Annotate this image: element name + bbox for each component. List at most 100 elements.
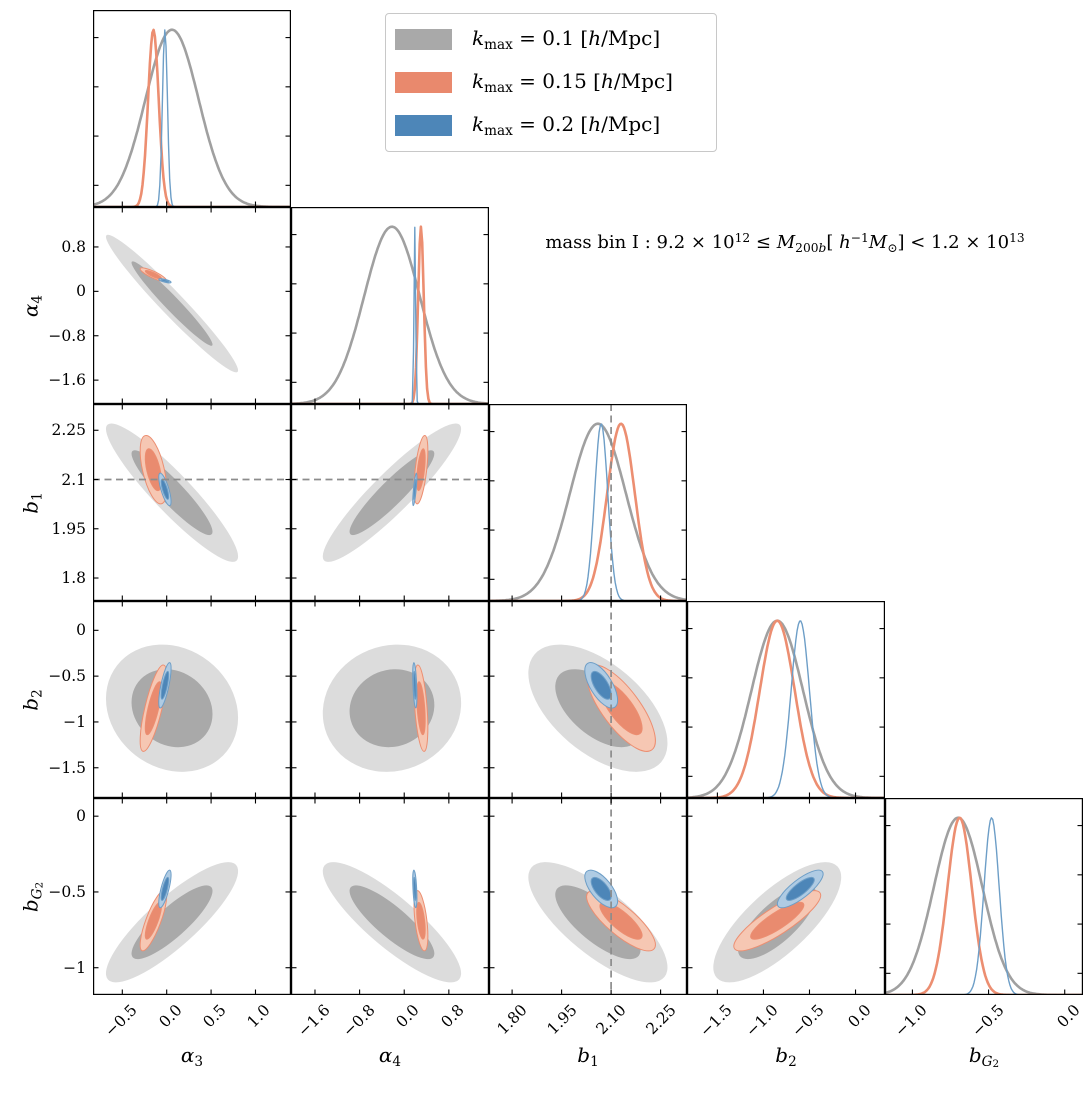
text-segment: h (588, 112, 602, 137)
text-segment: 1 (29, 491, 46, 501)
legend-label-kmax-0.15: kmax = 0.15 [h/Mpc] (472, 69, 673, 96)
contour-inner-kmax-0.2 (160, 478, 170, 500)
contour-inner-kmax-0.15 (750, 901, 805, 940)
y-tick-label: 0.8 (61, 237, 86, 256)
text-segment: 2 (788, 1054, 797, 1071)
y-tick-label: 2.25 (51, 421, 86, 440)
density-curve-kmax-0.1-alpha4 (291, 225, 489, 404)
x-tick-label: 0.0 (1053, 1001, 1084, 1032)
text-segment: 2 (992, 1058, 1000, 1071)
contour-inner-kmax-0.2 (590, 670, 612, 700)
contour-inner-kmax-0.2 (160, 279, 170, 283)
density-curve-kmax-0.1-b2 (687, 619, 885, 798)
text-segment: ⊙ (887, 240, 898, 255)
panel-border (687, 798, 885, 995)
x-tick-label: 0.0 (392, 1001, 423, 1032)
y-tick-label: −1 (63, 712, 86, 731)
text-segment: b (577, 1043, 591, 1067)
y-tick-label: −0.5 (48, 667, 86, 686)
legend: kmax = 0.1 [h/Mpc] kmax = 0.15 [h/Mpc] kma… (385, 13, 717, 153)
y-tick-label: 0 (76, 282, 86, 301)
text-segment: 4 (29, 294, 46, 304)
text-segment: α (180, 1043, 195, 1067)
text-segment: k (472, 26, 485, 50)
y-axis-label-alpha4: α4 (18, 294, 45, 316)
x-tick-label: 1.0 (244, 1001, 275, 1032)
y-tick-label: −0.5 (48, 882, 86, 901)
text-segment: ≤ (750, 232, 777, 254)
contour-inner-kmax-0.1 (131, 450, 213, 536)
text-segment: M (868, 232, 888, 254)
contour-inner-kmax-0.2 (160, 876, 170, 901)
contour-inner-kmax-0.15 (599, 901, 643, 940)
y-tick-label: −1.6 (48, 371, 86, 390)
panel-border (489, 798, 687, 995)
density-curve-kmax-0.2-bG2 (885, 817, 1083, 995)
contour-inner-kmax-0.1 (555, 885, 641, 960)
panel-2d-b2-vs-alpha3 (93, 601, 291, 798)
text-segment: max (484, 123, 513, 140)
x-tick-label: 2.10 (592, 1001, 630, 1039)
x-axis-label-alpha3: α3 (181, 1043, 203, 1070)
density-curve-kmax-0.15-bG2 (885, 816, 1083, 995)
axis-ticks (93, 37, 291, 207)
panel-border (291, 404, 489, 601)
text-segment: b (818, 240, 827, 255)
y-tick-label: −1 (63, 958, 86, 977)
x-tick-label: −1.0 (891, 1001, 932, 1041)
legend-swatch-kmax-0.15 (395, 72, 452, 94)
text-segment: h (839, 232, 851, 254)
panel-2d-b1-vs-alpha3 (93, 404, 291, 601)
panel-border (687, 601, 885, 798)
axis-ticks (291, 234, 489, 404)
density-curve-kmax-0.1-b1 (489, 422, 687, 601)
panel-border (885, 798, 1083, 995)
text-segment: b (968, 1043, 982, 1067)
text-segment: h (600, 69, 614, 94)
density-curve-kmax-0.2-b1 (489, 423, 687, 601)
contour-inner-kmax-0.2 (785, 876, 815, 901)
text-segment: α (378, 1043, 393, 1067)
panel-border (93, 10, 291, 207)
x-tick-label: −0.5 (967, 1001, 1008, 1041)
panel-1d-alpha3 (93, 10, 291, 207)
contour-inner-kmax-0.15 (416, 901, 426, 940)
density-curve-kmax-0.15-b1 (489, 422, 687, 601)
panel-2d-bG2-vs-alpha4 (291, 798, 489, 995)
panel-1d-b2 (687, 601, 885, 798)
panel-2d-b2-vs-b1 (489, 601, 687, 798)
x-tick-label: 0.8 (437, 1001, 468, 1032)
text-segment: 13 (1009, 231, 1025, 245)
panel-border (93, 207, 291, 404)
x-axis-label-b1: b1 (577, 1043, 598, 1070)
x-tick-label: −1.5 (696, 1001, 737, 1041)
contour-inner-kmax-0.1 (131, 261, 213, 346)
text-segment: = 0.15 [ (512, 69, 601, 94)
text-segment: b (18, 697, 43, 711)
text-segment: 2 (29, 688, 46, 698)
legend-swatch-kmax-0.2 (395, 115, 452, 137)
panel-border (489, 601, 687, 798)
density-curve-kmax-0.2-alpha3 (93, 29, 291, 207)
panel-1d-bG2 (885, 798, 1083, 995)
text-segment: max (484, 80, 513, 97)
text-segment: α (18, 303, 43, 317)
axis-ticks (687, 628, 885, 798)
density-curve-kmax-0.2-b2 (687, 620, 885, 798)
text-segment: G (981, 1054, 993, 1071)
axis-ticks (93, 207, 291, 404)
panel-2d-bG2-vs-b2 (687, 798, 885, 995)
y-axis-label-b2: b2 (18, 689, 45, 710)
x-tick-label: −0.8 (338, 1001, 379, 1041)
panel-2d-b2-vs-alpha4 (291, 601, 489, 798)
y-tick-label: 0 (76, 807, 86, 826)
panel-2d-bG2-vs-alpha3 (93, 798, 291, 995)
panel-1d-b1 (489, 404, 687, 601)
legend-swatch-kmax-0.1 (395, 29, 452, 51)
density-curve-kmax-0.2-alpha4 (291, 226, 489, 404)
text-segment: M (776, 232, 796, 254)
contour-inner-kmax-0.15 (416, 681, 426, 736)
contour-inner-kmax-0.1 (349, 885, 435, 960)
x-tick-label: 1.80 (493, 1001, 531, 1039)
y-tick-label: −1.5 (48, 758, 86, 777)
